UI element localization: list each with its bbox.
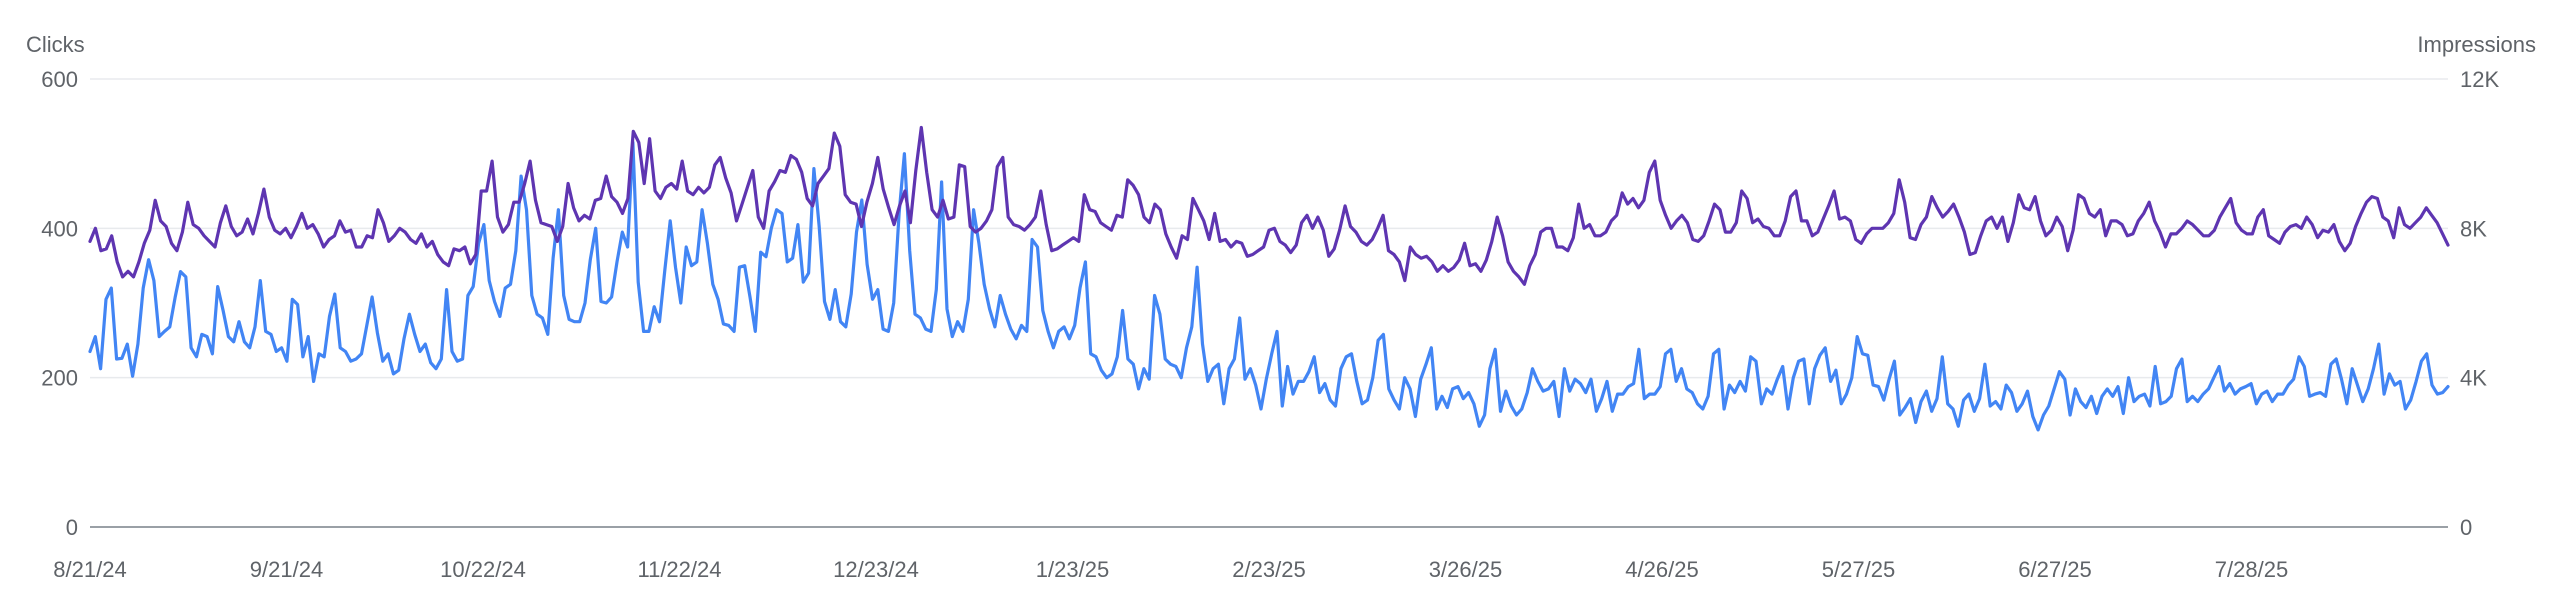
right-tick-label: 8K xyxy=(2460,216,2487,241)
right-tick-label: 4K xyxy=(2460,366,2487,391)
left-tick-label: 0 xyxy=(66,515,78,540)
x-tick-label: 4/26/25 xyxy=(1625,557,1698,582)
x-tick-label: 8/21/24 xyxy=(53,557,126,582)
right-tick-label: 0 xyxy=(2460,515,2472,540)
x-tick-label: 2/23/25 xyxy=(1232,557,1305,582)
x-tick-label: 5/27/25 xyxy=(1822,557,1895,582)
gridlines xyxy=(90,78,2448,528)
x-tick-label: 11/22/24 xyxy=(637,557,721,582)
x-tick-label: 9/21/24 xyxy=(250,557,323,582)
series-layer xyxy=(88,125,2450,432)
x-axis-ticks: 8/21/24 9/21/24 10/22/24 11/22/24 12/23/24 1/… xyxy=(53,557,2288,582)
x-tick-label: 10/22/24 xyxy=(440,557,526,582)
right-tick-label: 12K xyxy=(2460,67,2499,92)
right-axis-title: Impressions xyxy=(2417,32,2536,57)
x-tick-label: 7/28/25 xyxy=(2215,557,2288,582)
left-axis-ticks: 0 200 400 600 xyxy=(41,67,78,540)
left-axis-title: Clicks xyxy=(26,32,85,57)
right-axis-ticks: 0 4K 8K 12K xyxy=(2460,67,2499,540)
x-tick-label: 3/26/25 xyxy=(1429,557,1502,582)
left-tick-label: 600 xyxy=(41,67,78,92)
x-tick-label: 1/23/25 xyxy=(1036,557,1109,582)
impressions-series-line xyxy=(88,125,2450,286)
left-tick-label: 200 xyxy=(41,366,78,391)
x-tick-label: 12/23/24 xyxy=(833,557,919,582)
x-tick-label: 6/27/25 xyxy=(2018,557,2091,582)
left-tick-label: 400 xyxy=(41,216,78,241)
clicks-series-line xyxy=(88,140,2450,432)
